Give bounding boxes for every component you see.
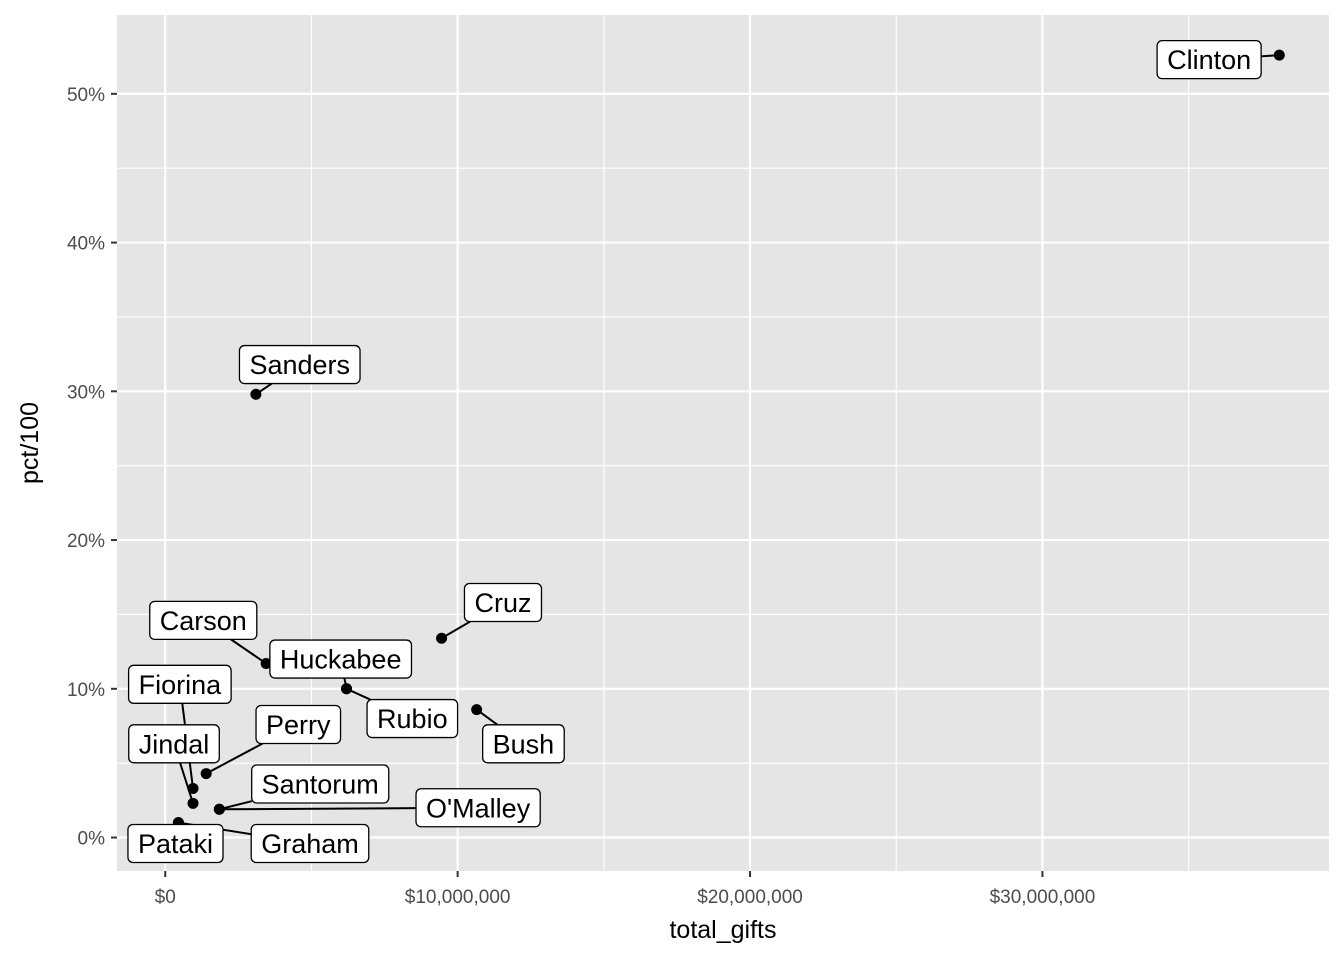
point-carson bbox=[260, 658, 272, 670]
label-text-pataki: Pataki bbox=[138, 829, 213, 859]
leader-line-carson bbox=[230, 638, 267, 665]
label-box-perry bbox=[255, 704, 342, 745]
y-tick-label: 30% bbox=[67, 382, 105, 403]
label-box-pataki bbox=[127, 823, 224, 864]
y-tick-label: 20% bbox=[67, 531, 105, 552]
leader-line-jindal bbox=[179, 762, 194, 804]
leader-line-perry bbox=[205, 742, 264, 775]
leader-line-santorum bbox=[219, 800, 252, 811]
y-tick-label: 50% bbox=[67, 85, 105, 106]
label-box-clinton bbox=[1156, 39, 1262, 80]
label-text-jindal: Jindal bbox=[139, 729, 210, 759]
label-box-rubio bbox=[366, 698, 459, 739]
point-sanders bbox=[250, 388, 262, 400]
label-text-rubio: Rubio bbox=[377, 704, 448, 734]
label-text-cruz: Cruz bbox=[474, 588, 531, 618]
y-tick-label: 0% bbox=[78, 829, 106, 850]
label-box-jindal bbox=[128, 724, 220, 764]
label-box-huckabee bbox=[269, 639, 413, 679]
label-box-sanders bbox=[238, 344, 361, 385]
y-axis: 0% 10% 20% 30% 40% 50% bbox=[67, 85, 117, 850]
label-text-bush: Bush bbox=[493, 729, 555, 759]
leader-line-cruz bbox=[441, 620, 471, 640]
label-box-fiorina bbox=[127, 664, 232, 704]
x-tick-label: $20,000,000 bbox=[697, 887, 803, 908]
label-text-fiorina: Fiorina bbox=[139, 670, 223, 700]
label-text-omalley: O'Malley bbox=[426, 793, 531, 823]
x-tick-label: $30,000,000 bbox=[990, 887, 1096, 908]
x-tick-label: $0 bbox=[155, 887, 176, 908]
label-box-graham bbox=[250, 823, 370, 864]
point-cruz bbox=[436, 632, 448, 644]
x-tick-label: $10,000,000 bbox=[405, 887, 511, 908]
x-axis-title: total_gifts bbox=[669, 916, 776, 944]
grid-minor bbox=[117, 15, 1329, 871]
label-box-santorum bbox=[251, 764, 390, 804]
label-text-perry: Perry bbox=[266, 710, 331, 740]
y-tick-label: 40% bbox=[67, 234, 105, 255]
label-text-huckabee: Huckabee bbox=[280, 645, 402, 675]
label-box-cruz bbox=[463, 582, 543, 623]
label-text-sanders: Sanders bbox=[249, 350, 350, 380]
point-labels: Clinton Sanders Cruz Carson Huckabee Rubio Bus… bbox=[127, 39, 1262, 864]
label-box-omalley bbox=[415, 788, 541, 828]
label-box-bush bbox=[482, 724, 565, 764]
y-axis-title: pct/100 bbox=[16, 402, 44, 484]
x-axis: $0 $10,000,000 $20,000,000 $30,000,000 bbox=[155, 871, 1096, 908]
leader-line-omalley bbox=[219, 807, 417, 811]
label-text-clinton: Clinton bbox=[1167, 45, 1251, 75]
point-fiorina bbox=[187, 782, 199, 794]
label-box-carson bbox=[149, 600, 258, 641]
point-rubio bbox=[341, 683, 353, 695]
point-omalley bbox=[213, 803, 225, 815]
point-jindal bbox=[187, 797, 199, 809]
point-perry bbox=[200, 768, 212, 780]
label-text-santorum: Santorum bbox=[262, 769, 379, 799]
point-clinton bbox=[1273, 49, 1285, 61]
y-tick-label: 10% bbox=[67, 680, 105, 701]
label-text-carson: Carson bbox=[160, 606, 247, 636]
point-bush bbox=[471, 704, 483, 716]
label-text-graham: Graham bbox=[261, 829, 359, 859]
